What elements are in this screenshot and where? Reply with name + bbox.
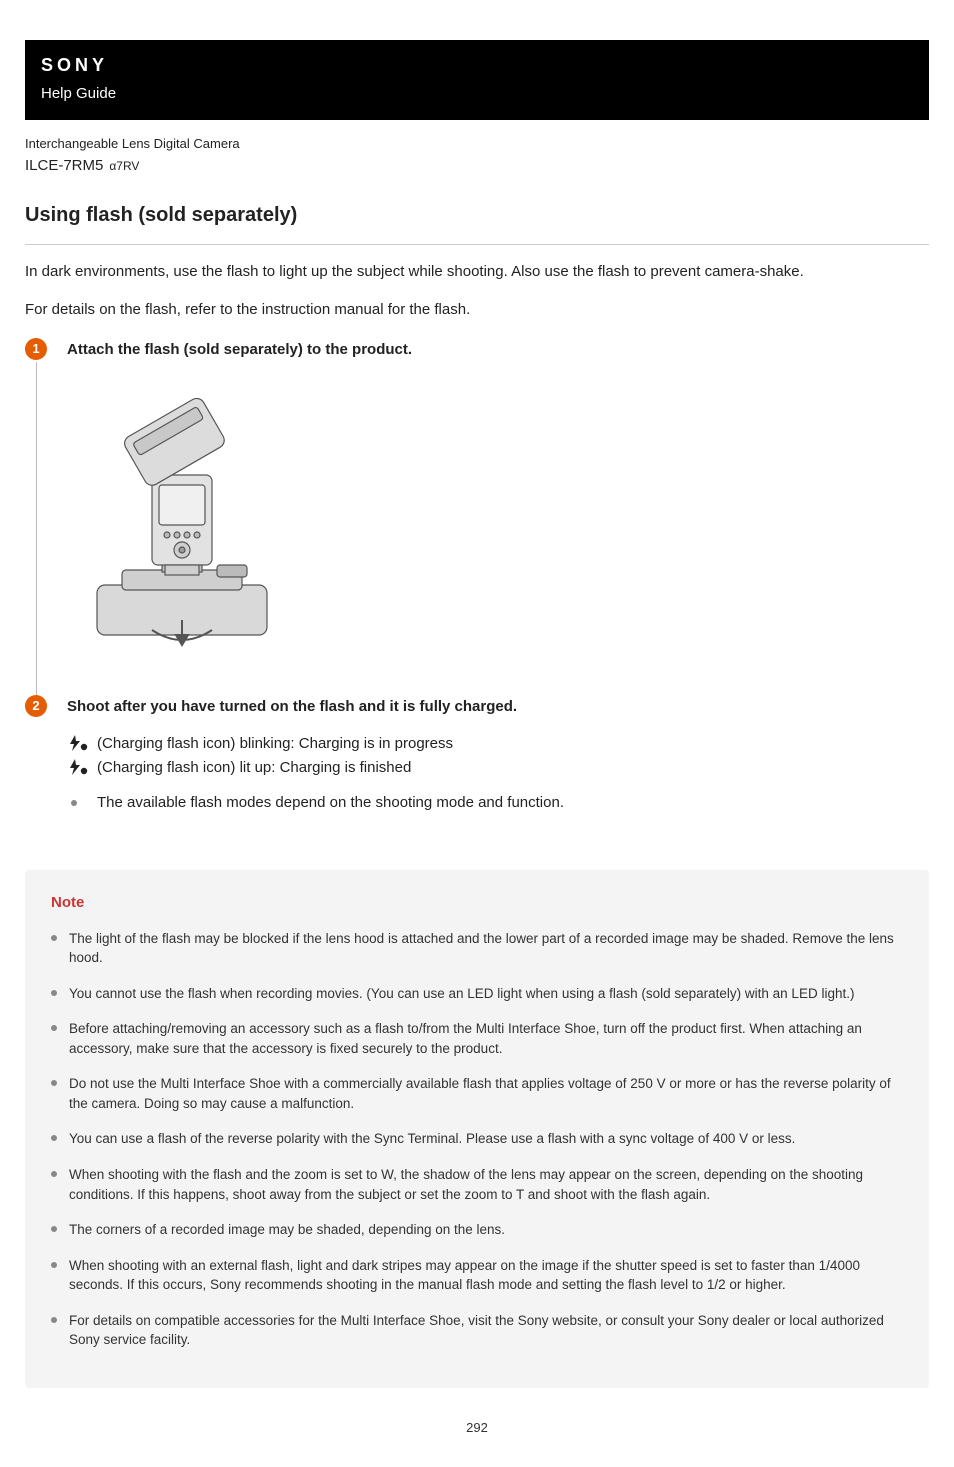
- note-box: Note The light of the flash may be block…: [25, 870, 929, 1388]
- note-item: The light of the flash may be blocked if…: [51, 929, 903, 968]
- product-model: ILCE-7RM5 α7RV: [25, 155, 929, 178]
- step-2-line-2: (Charging flash icon) lit up: Charging i…: [67, 757, 929, 780]
- page-number: 292: [25, 1418, 929, 1438]
- note-item: The corners of a recorded image may be s…: [51, 1220, 903, 1240]
- product-category: Interchangeable Lens Digital Camera: [25, 134, 929, 154]
- step-2-line-3-text: The available flash modes depend on the …: [97, 794, 564, 811]
- step-2-sublist: (Charging flash icon) blinking: Charging…: [67, 733, 929, 815]
- model-sub: α7RV: [109, 159, 139, 173]
- step-2-badge: 2: [25, 695, 47, 717]
- title-rule: [25, 244, 929, 245]
- help-guide-label: Help Guide: [41, 83, 913, 106]
- intro-paragraph-2: For details on the flash, refer to the i…: [25, 299, 929, 322]
- note-list: The light of the flash may be blocked if…: [51, 929, 903, 1350]
- note-item: When shooting with the flash and the zoo…: [51, 1165, 903, 1204]
- spacer: [67, 782, 929, 790]
- flash-attach-illustration: [67, 375, 297, 655]
- step-2-line-1-text: (Charging flash icon) blinking: Charging…: [97, 735, 453, 752]
- step-2: 2 Shoot after you have turned on the fla…: [25, 695, 929, 840]
- note-item: Before attaching/removing an accessory s…: [51, 1019, 903, 1058]
- note-item: You can use a flash of the reverse polar…: [51, 1129, 903, 1149]
- model-code: ILCE-7RM5: [25, 157, 103, 174]
- page-title: Using flash (sold separately): [25, 200, 929, 230]
- note-title: Note: [51, 892, 903, 915]
- header-bar: SONY Help Guide: [25, 40, 929, 120]
- note-item: Do not use the Multi Interface Shoe with…: [51, 1074, 903, 1113]
- intro-paragraph-1: In dark environments, use the flash to l…: [25, 261, 929, 284]
- note-item: You cannot use the flash when recording …: [51, 984, 903, 1004]
- note-item: When shooting with an external flash, li…: [51, 1256, 903, 1295]
- step-2-line-2-text: (Charging flash icon) lit up: Charging i…: [97, 759, 411, 776]
- charging-flash-icon: [67, 758, 89, 776]
- charging-flash-icon: [67, 734, 89, 752]
- step-1-title: Attach the flash (sold separately) to th…: [67, 338, 929, 362]
- step-2-line-3: The available flash modes depend on the …: [67, 792, 929, 815]
- steps-container: 1 Attach the flash (sold separately) to …: [25, 338, 929, 841]
- step-2-title: Shoot after you have turned on the flash…: [67, 695, 929, 719]
- step-2-line-1: (Charging flash icon) blinking: Charging…: [67, 733, 929, 756]
- step-1-badge: 1: [25, 338, 47, 360]
- note-item: For details on compatible accessories fo…: [51, 1311, 903, 1350]
- brand-logo: SONY: [41, 52, 913, 79]
- step-1: 1 Attach the flash (sold separately) to …: [25, 338, 929, 696]
